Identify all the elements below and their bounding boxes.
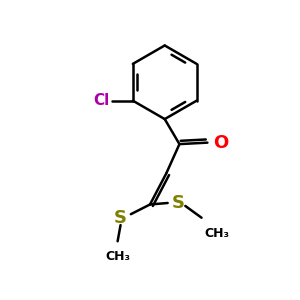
Text: S: S xyxy=(172,194,184,212)
Text: CH₃: CH₃ xyxy=(105,250,130,263)
Text: O: O xyxy=(213,134,228,152)
Text: Cl: Cl xyxy=(93,93,109,108)
Text: S: S xyxy=(114,209,127,227)
Text: CH₃: CH₃ xyxy=(205,226,230,240)
